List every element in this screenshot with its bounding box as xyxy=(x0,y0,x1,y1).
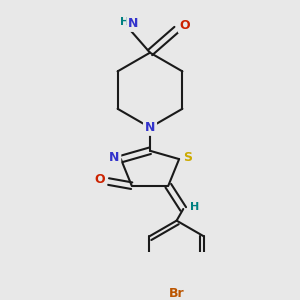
Text: O: O xyxy=(180,19,190,32)
Text: N: N xyxy=(109,151,119,164)
Text: S: S xyxy=(183,151,192,164)
Text: H: H xyxy=(190,202,200,212)
Text: Br: Br xyxy=(169,287,184,300)
Text: N: N xyxy=(128,17,139,30)
Text: N: N xyxy=(145,121,155,134)
Text: H: H xyxy=(120,17,129,27)
Text: O: O xyxy=(95,172,105,186)
